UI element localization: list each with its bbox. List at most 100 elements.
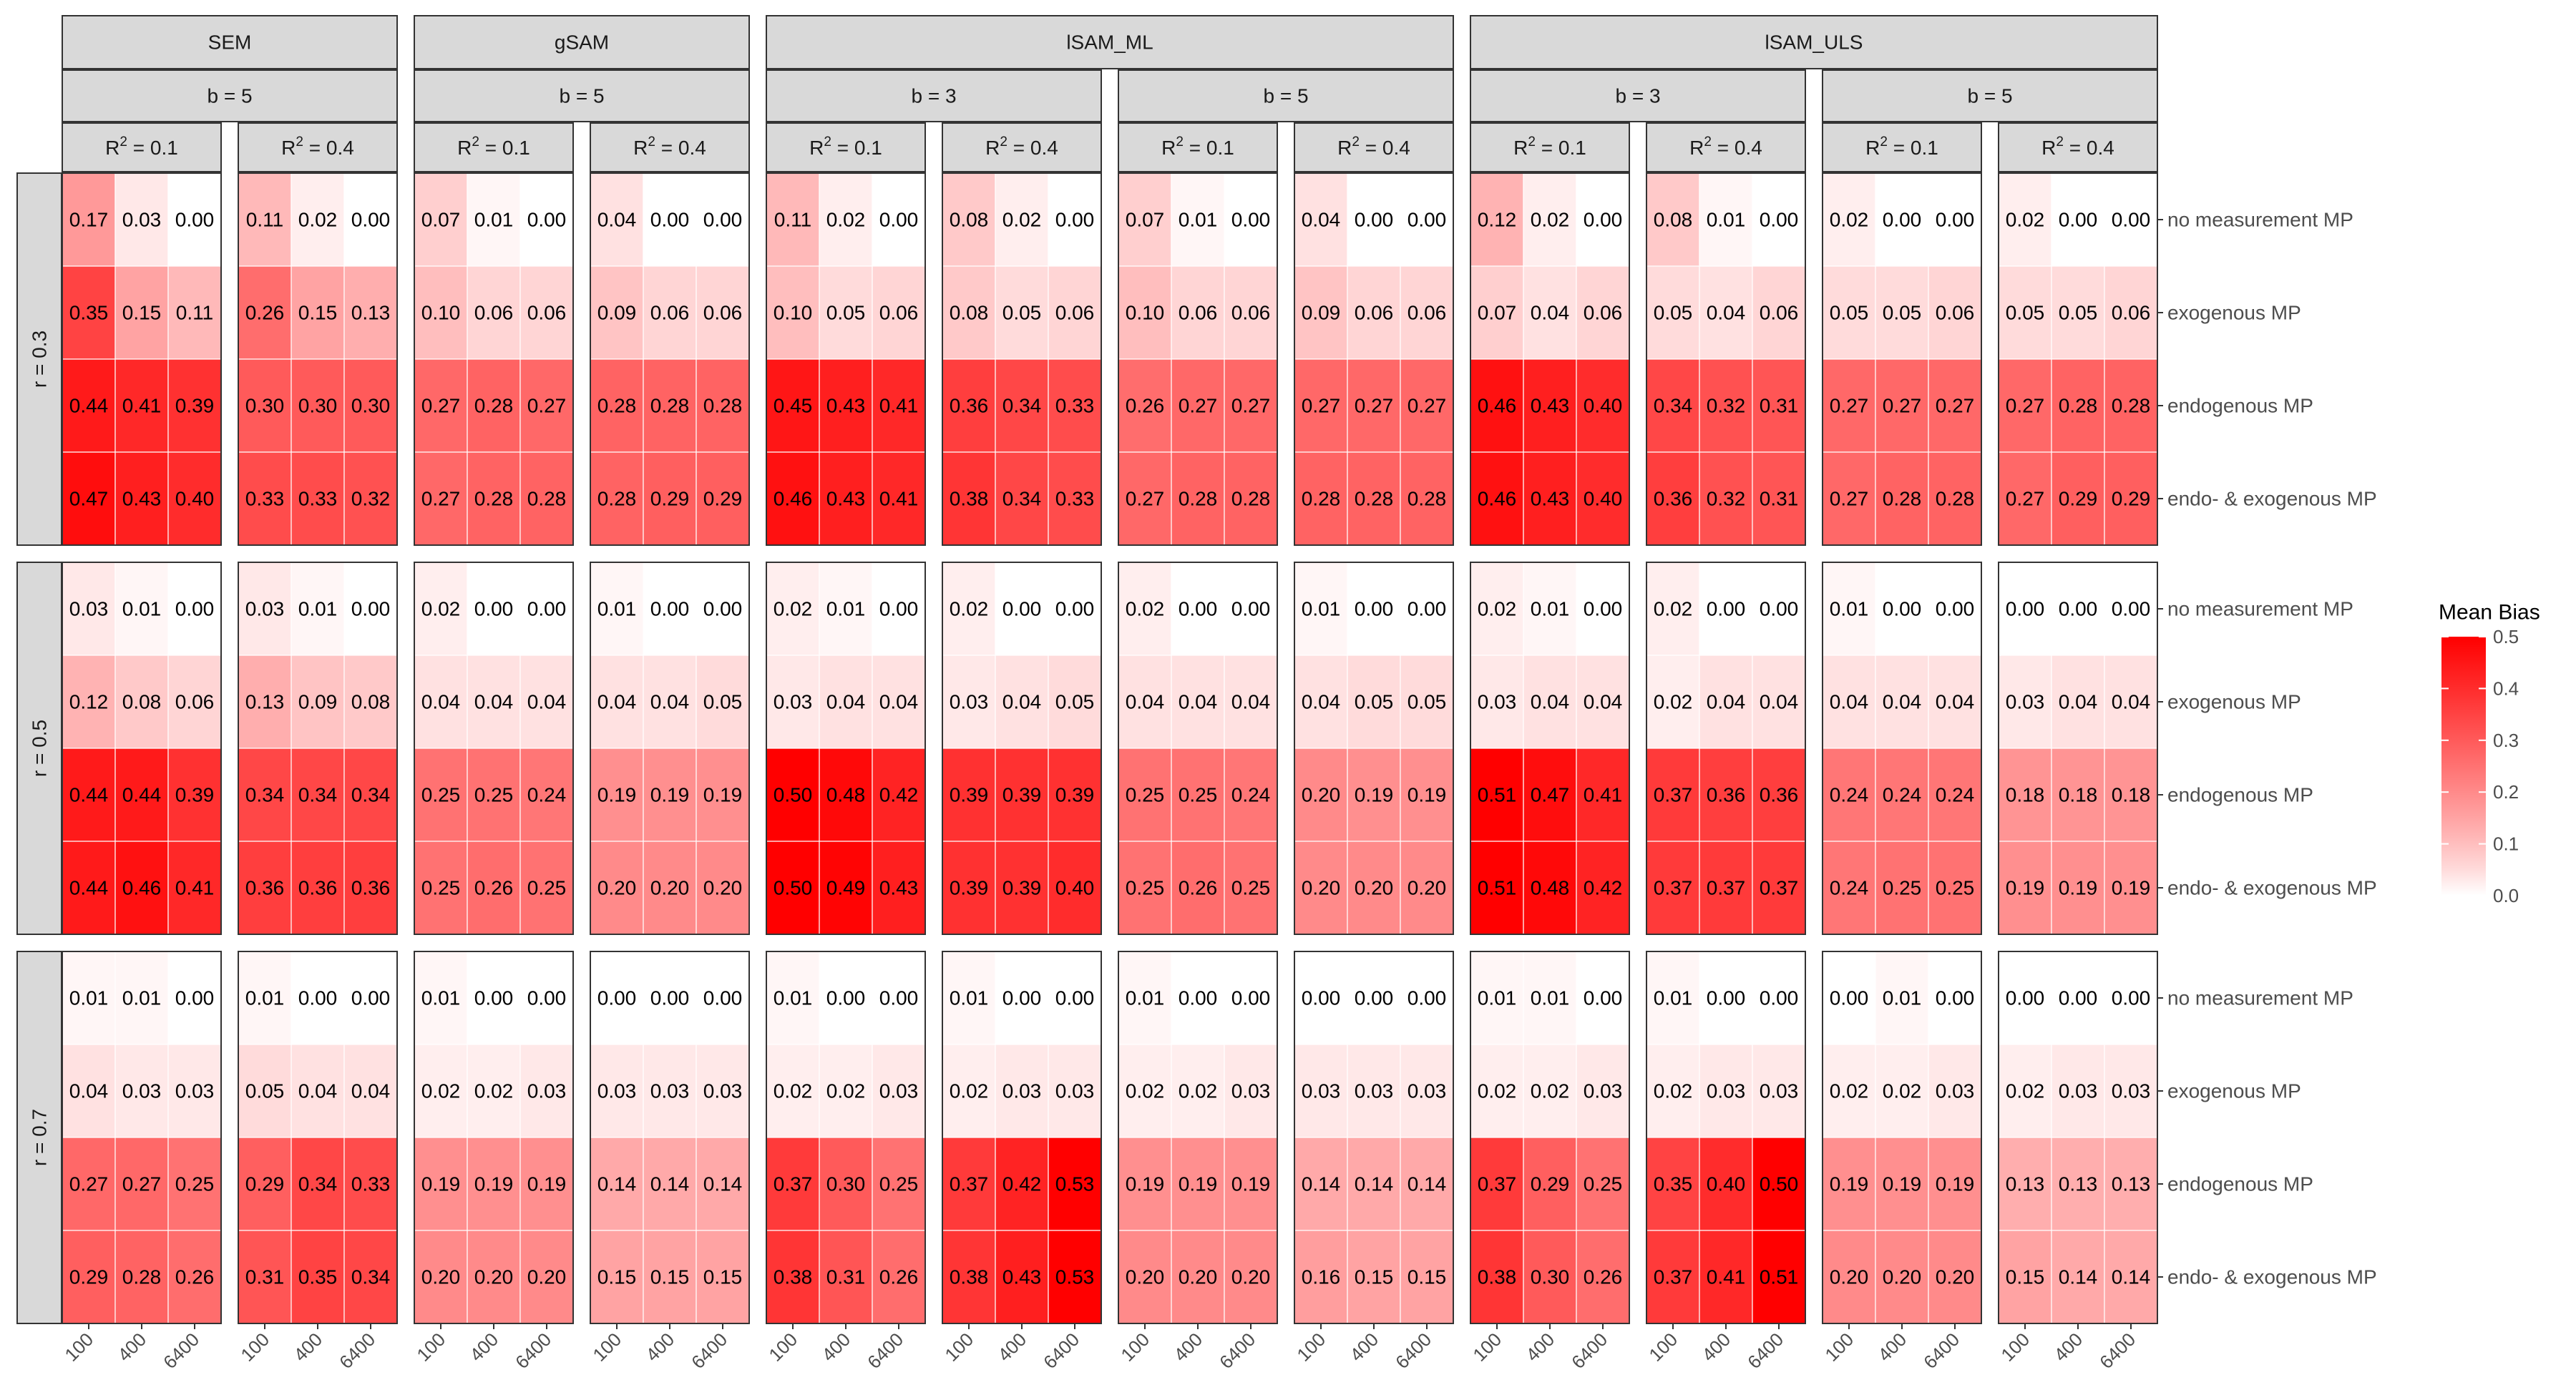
cell-value-label: 0.04 (1126, 691, 1165, 713)
cell-value-label: 0.00 (1055, 987, 1095, 1009)
row-label: endogenous MP (2167, 1173, 2313, 1195)
cell-value-label: 0.05 (2059, 302, 2098, 324)
r2-strip (590, 122, 750, 172)
heatmap-cell (1576, 562, 1630, 656)
cell-value-label: 0.00 (1055, 209, 1095, 231)
cell-value-label: 0.00 (1055, 598, 1095, 620)
cell-value-label: 0.26 (1584, 1266, 1623, 1288)
cell-value-label: 0.15 (298, 302, 338, 324)
heatmap-cell (1400, 748, 1454, 842)
heatmap-cell (819, 358, 873, 453)
cell-value-label: 0.00 (1407, 987, 1447, 1009)
legend-tick-label: 0.0 (2493, 885, 2519, 906)
heatmap-cell (1699, 1137, 1753, 1231)
cell-value-label: 0.29 (1531, 1173, 1570, 1195)
row-facet-strip (16, 562, 62, 935)
heatmap-cell (819, 562, 873, 656)
heatmap-cell (1576, 451, 1630, 546)
heatmap-cell (590, 451, 644, 546)
cell-value-label: 0.37 (1707, 877, 1746, 899)
heatmap-cell (643, 1230, 697, 1324)
heatmap-cell (1822, 1230, 1876, 1324)
heatmap-cell (1875, 358, 1929, 453)
cell-value-label: 0.07 (1126, 209, 1165, 231)
x-tick-label: 6400 (1743, 1328, 1787, 1373)
x-tick-label: 400 (1697, 1328, 1735, 1366)
cell-value-label: 0.13 (2006, 1173, 2045, 1195)
heatmap-cell (519, 841, 574, 935)
b-strip (62, 69, 398, 122)
cell-value-label: 0.02 (1126, 1080, 1165, 1102)
heatmap-cell (643, 655, 697, 749)
heatmap-cell (1523, 1230, 1577, 1324)
heatmap-cell (1224, 1230, 1278, 1324)
row-label: endo- & exogenous MP (2167, 1266, 2377, 1288)
cell-value-label: 0.14 (1355, 1173, 1394, 1195)
cell-value-label: 0.00 (1179, 598, 1218, 620)
heatmap-cell (1171, 451, 1225, 546)
heatmap-cell (467, 562, 521, 656)
heatmap-cell (1928, 1137, 1982, 1231)
cell-value-label: 0.48 (1531, 877, 1570, 899)
cell-value-label: 0.06 (1055, 302, 1095, 324)
x-tick-label: 400 (1169, 1328, 1206, 1366)
cell-value-label: 0.05 (1355, 691, 1394, 713)
cell-value-label: 0.28 (1936, 488, 1975, 510)
r2-strip-label: R2 = 0.4 (1337, 134, 1410, 159)
x-tick-label: 400 (1521, 1328, 1558, 1366)
cell-value-label: 0.19 (527, 1173, 567, 1195)
cell-value-label: 0.28 (1883, 488, 1922, 510)
heatmap-cell (291, 451, 345, 546)
heatmap-cell (519, 172, 574, 267)
heatmap-cell (343, 358, 398, 453)
heatmap-cell (643, 451, 697, 546)
heatmap-cell (1752, 1137, 1806, 1231)
panel-border (766, 562, 926, 935)
x-tick-label: 100 (412, 1328, 449, 1366)
cell-value-label: 0.35 (1654, 1173, 1693, 1195)
heatmap-cell (995, 265, 1049, 360)
cell-value-label: 0.28 (650, 395, 690, 417)
cell-value-label: 0.06 (527, 302, 567, 324)
cell-value-label: 0.49 (826, 877, 866, 899)
cell-value-label: 0.39 (175, 784, 215, 806)
heatmap-cell (696, 265, 750, 360)
cell-value-label: 0.28 (1407, 488, 1447, 510)
cell-value-label: 0.14 (1407, 1173, 1447, 1195)
cell-value-label: 0.25 (1179, 784, 1218, 806)
legend-title: Mean Bias (2439, 601, 2540, 625)
heatmap-cell (1347, 1230, 1401, 1324)
b-strip (1470, 69, 1806, 122)
heatmap-cell (1928, 1044, 1982, 1138)
heatmap-cell (2051, 655, 2105, 749)
heatmap-cell (1470, 451, 1524, 546)
cell-value-label: 0.18 (2059, 784, 2098, 806)
cell-value-label: 0.42 (879, 784, 919, 806)
heatmap-cell (1646, 265, 1700, 360)
cell-value-label: 0.00 (351, 598, 391, 620)
heatmap-cell (1752, 1230, 1806, 1324)
cell-value-label: 0.03 (1707, 1080, 1746, 1102)
heatmap-cell (1347, 1137, 1401, 1231)
heatmap-cell (414, 841, 468, 935)
cell-value-label: 0.01 (597, 598, 637, 620)
method-strip-label: gSAM (555, 31, 609, 54)
cell-value-label: 0.40 (1707, 1173, 1746, 1195)
cell-value-label: 0.13 (245, 691, 285, 713)
cell-value-label: 0.03 (950, 691, 989, 713)
cell-value-label: 0.10 (1126, 302, 1165, 324)
cell-value-label: 0.00 (175, 987, 215, 1009)
cell-value-label: 0.34 (1002, 395, 1042, 417)
cell-value-label: 0.53 (1055, 1173, 1095, 1195)
heatmap-cell (1752, 451, 1806, 546)
cell-value-label: 0.01 (1531, 598, 1570, 620)
cell-value-label: 0.24 (1830, 784, 1869, 806)
cell-value-label: 0.19 (703, 784, 743, 806)
cell-value-label: 0.02 (1531, 1080, 1570, 1102)
cell-value-label: 0.00 (2006, 598, 2045, 620)
cell-value-label: 0.20 (1302, 784, 1341, 806)
panel-border (1470, 562, 1630, 935)
cell-value-label: 0.19 (1231, 1173, 1271, 1195)
cell-value-label: 0.20 (1830, 1266, 1869, 1288)
b-strip-label: b = 5 (1967, 85, 2012, 107)
